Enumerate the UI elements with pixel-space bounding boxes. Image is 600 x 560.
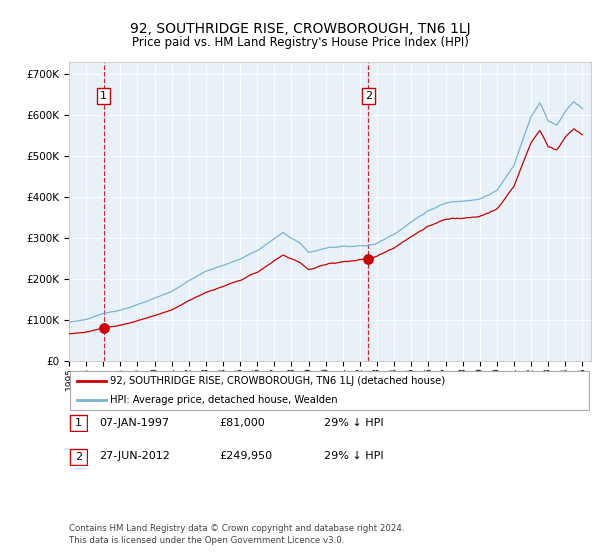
Text: Price paid vs. HM Land Registry's House Price Index (HPI): Price paid vs. HM Land Registry's House … bbox=[131, 36, 469, 49]
Text: 07-JAN-1997: 07-JAN-1997 bbox=[99, 418, 169, 428]
Text: 1: 1 bbox=[75, 418, 82, 428]
Text: 2: 2 bbox=[75, 452, 82, 462]
Text: 27-JUN-2012: 27-JUN-2012 bbox=[99, 451, 170, 461]
Text: This data is licensed under the Open Government Licence v3.0.: This data is licensed under the Open Gov… bbox=[69, 536, 344, 545]
Text: £81,000: £81,000 bbox=[219, 418, 265, 428]
FancyBboxPatch shape bbox=[70, 416, 87, 431]
Text: £249,950: £249,950 bbox=[219, 451, 272, 461]
Text: 92, SOUTHRIDGE RISE, CROWBOROUGH, TN6 1LJ (detached house): 92, SOUTHRIDGE RISE, CROWBOROUGH, TN6 1L… bbox=[110, 376, 445, 386]
Text: 1: 1 bbox=[100, 91, 107, 101]
Text: HPI: Average price, detached house, Wealden: HPI: Average price, detached house, Weal… bbox=[110, 395, 337, 405]
FancyBboxPatch shape bbox=[70, 371, 589, 410]
Point bbox=[99, 324, 109, 333]
Text: 92, SOUTHRIDGE RISE, CROWBOROUGH, TN6 1LJ: 92, SOUTHRIDGE RISE, CROWBOROUGH, TN6 1L… bbox=[130, 22, 470, 36]
Text: Contains HM Land Registry data © Crown copyright and database right 2024.: Contains HM Land Registry data © Crown c… bbox=[69, 524, 404, 533]
Text: 29% ↓ HPI: 29% ↓ HPI bbox=[324, 451, 383, 461]
Text: 29% ↓ HPI: 29% ↓ HPI bbox=[324, 418, 383, 428]
Point bbox=[364, 254, 373, 263]
FancyBboxPatch shape bbox=[70, 449, 87, 465]
Text: 2: 2 bbox=[365, 91, 372, 101]
